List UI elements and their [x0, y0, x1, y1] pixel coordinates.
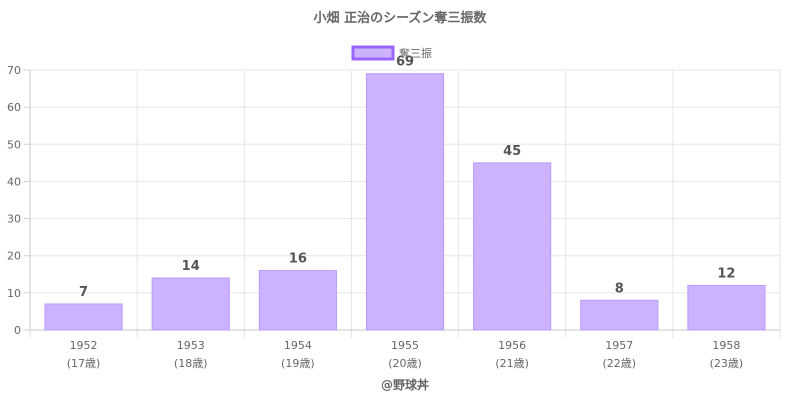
x-tick-sublabel: (22歳) — [602, 357, 636, 370]
legend-swatch — [351, 45, 395, 61]
y-tick-label: 60 — [7, 101, 21, 114]
x-tick-label: 1956 — [498, 339, 526, 352]
credit-text: @野球丼 — [381, 377, 429, 392]
bars — [44, 73, 766, 331]
bar-1956[interactable] — [473, 162, 552, 331]
bar-1958[interactable] — [687, 284, 766, 331]
bar-1957[interactable] — [580, 299, 659, 331]
data-labels: 7 14 16 69 45 8 12 — [79, 55, 735, 300]
x-tick-sublabel: (19歳) — [281, 357, 315, 370]
x-tick-label: 1958 — [712, 339, 740, 352]
chart-title: 小畑 正治のシーズン奪三振数 — [314, 10, 488, 26]
x-tick-label: 1955 — [391, 339, 419, 352]
x-tick-label: 1953 — [177, 339, 205, 352]
bar-value-label: 8 — [615, 281, 624, 296]
y-tick-label: 10 — [7, 287, 21, 300]
legend-label: 奪三振 — [399, 46, 432, 60]
bar-value-label: 12 — [717, 266, 735, 281]
tick-labels: 0 10 20 30 40 50 60 70 1952 (17歳) 1953 (18歳) 1954 (19… — [7, 64, 743, 370]
bar-1952[interactable] — [44, 303, 123, 331]
x-tick-sublabel: (17歳) — [67, 357, 101, 370]
bar-value-label: 16 — [289, 252, 307, 267]
bar-value-label: 7 — [79, 285, 88, 300]
x-tick-sublabel: (21歳) — [495, 357, 529, 370]
x-tick-sublabel: (20歳) — [388, 357, 422, 370]
x-tick-label: 1952 — [70, 339, 98, 352]
bar-value-label: 69 — [396, 55, 414, 70]
y-tick-label: 20 — [7, 250, 21, 263]
x-tick-label: 1954 — [284, 339, 312, 352]
bar-value-label: 14 — [182, 259, 200, 274]
legend[interactable]: 奪三振 — [351, 45, 432, 61]
y-tick-label: 70 — [7, 64, 21, 77]
x-tick-sublabel: (23歳) — [710, 357, 744, 370]
bar-1954[interactable] — [258, 270, 337, 331]
x-tick-sublabel: (18歳) — [174, 357, 208, 370]
y-tick-label: 0 — [14, 324, 21, 337]
x-tick-label: 1957 — [605, 339, 633, 352]
y-tick-label: 40 — [7, 175, 21, 188]
y-tick-label: 50 — [7, 138, 21, 151]
bar-1955[interactable] — [365, 73, 445, 331]
bar-value-label: 45 — [503, 144, 521, 159]
y-tick-label: 30 — [7, 213, 21, 226]
bar-1953[interactable] — [151, 277, 230, 331]
